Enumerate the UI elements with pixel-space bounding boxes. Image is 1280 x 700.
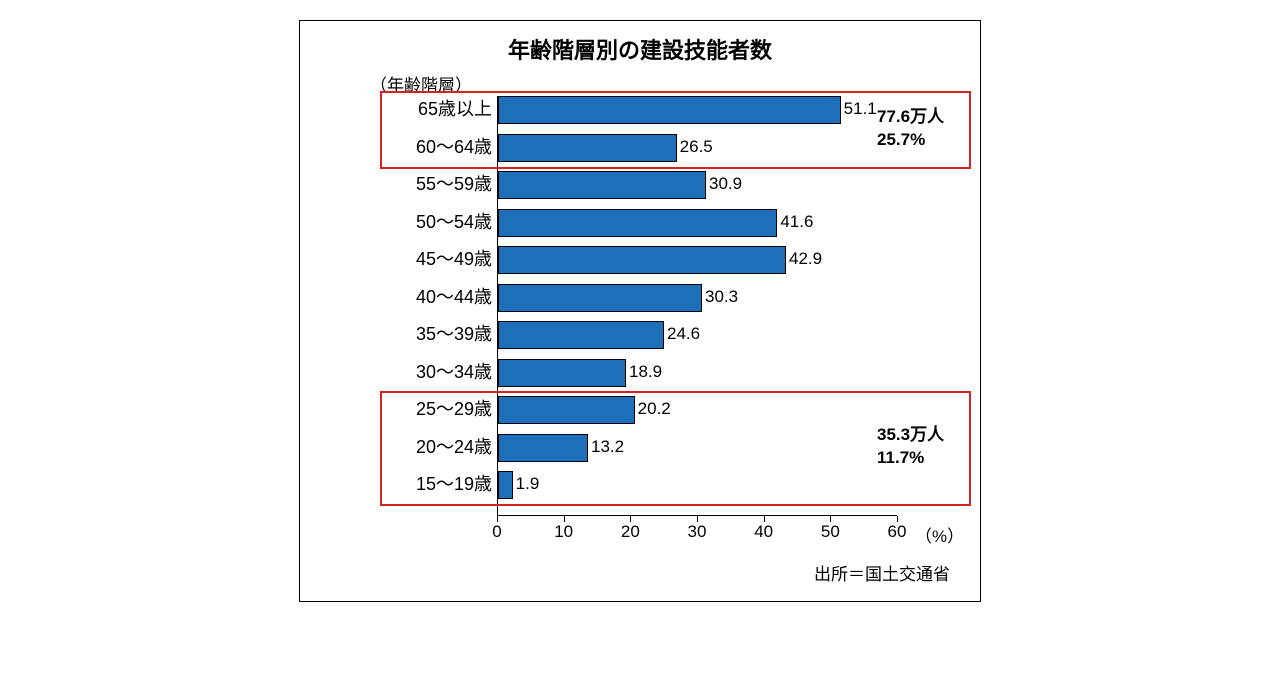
category-label: 20～24歳 [382,434,492,460]
bar [498,471,513,499]
bar-row: 55～59歳30.9 [497,171,897,197]
bar-value-label: 24.6 [667,321,700,347]
bar [498,246,786,274]
bar-row: 45～49歳42.9 [497,246,897,272]
bar-value-label: 51.1 [844,96,877,122]
bar-row: 50～54歳41.6 [497,209,897,235]
x-tick-label: 50 [821,522,840,542]
x-tick-label: 40 [754,522,773,542]
category-label: 30～34歳 [382,359,492,385]
x-tick-label: 0 [492,522,501,542]
bar [498,359,626,387]
annotation-line1: 35.3万人 [877,424,944,447]
bar-value-label: 41.6 [780,209,813,235]
bar-row: 15～19歳1.9 [497,471,897,497]
bar [498,209,777,237]
category-label: 35～39歳 [382,321,492,347]
highlight-annotation: 35.3万人11.7% [877,424,944,470]
bar-value-label: 42.9 [789,246,822,272]
category-label: 65歳以上 [382,96,492,122]
annotation-line2: 25.7% [877,129,944,152]
bar-value-label: 30.3 [705,284,738,310]
bar-value-label: 1.9 [516,471,540,497]
chart-title: 年齢階層別の建設技能者数 [300,33,980,65]
x-tick-label: 30 [688,522,707,542]
bar [498,96,841,124]
bar [498,434,588,462]
bar-row: 65歳以上51.1 [497,96,897,122]
bar [498,171,706,199]
bar [498,396,635,424]
bar-row: 30～34歳18.9 [497,359,897,385]
bar [498,284,702,312]
category-label: 15～19歳 [382,471,492,497]
source-label: 出所＝国土交通省 [814,560,950,585]
bar-row: 25～29歳20.2 [497,396,897,422]
category-label: 60～64歳 [382,134,492,160]
category-label: 55～59歳 [382,171,492,197]
y-axis-title: （年齢階層） [370,71,472,96]
category-label: 40～44歳 [382,284,492,310]
category-label: 25～29歳 [382,396,492,422]
bar-value-label: 30.9 [709,171,742,197]
bar-row: 60～64歳26.5 [497,134,897,160]
bar-value-label: 20.2 [638,396,671,422]
annotation-line2: 11.7% [877,447,944,470]
x-tick-label: 20 [621,522,640,542]
annotation-line1: 77.6万人 [877,106,944,129]
bar-value-label: 13.2 [591,434,624,460]
bar-row: 20～24歳13.2 [497,434,897,460]
highlight-annotation: 77.6万人25.7% [877,106,944,152]
x-axis-unit: （%） [915,522,964,547]
bar-row: 40～44歳30.3 [497,284,897,310]
bar [498,134,677,162]
category-label: 50～54歳 [382,209,492,235]
bar-value-label: 18.9 [629,359,662,385]
chart-container: 年齢階層別の建設技能者数 （年齢階層） 65歳以上51.160～64歳26.55… [299,20,981,602]
plot-area: 65歳以上51.160～64歳26.555～59歳30.950～54歳41.64… [497,96,897,516]
x-tick-label: 10 [554,522,573,542]
x-tick-label: 60 [888,522,907,542]
category-label: 45～49歳 [382,246,492,272]
bar-row: 35～39歳24.6 [497,321,897,347]
bar [498,321,664,349]
bar-value-label: 26.5 [680,134,713,160]
